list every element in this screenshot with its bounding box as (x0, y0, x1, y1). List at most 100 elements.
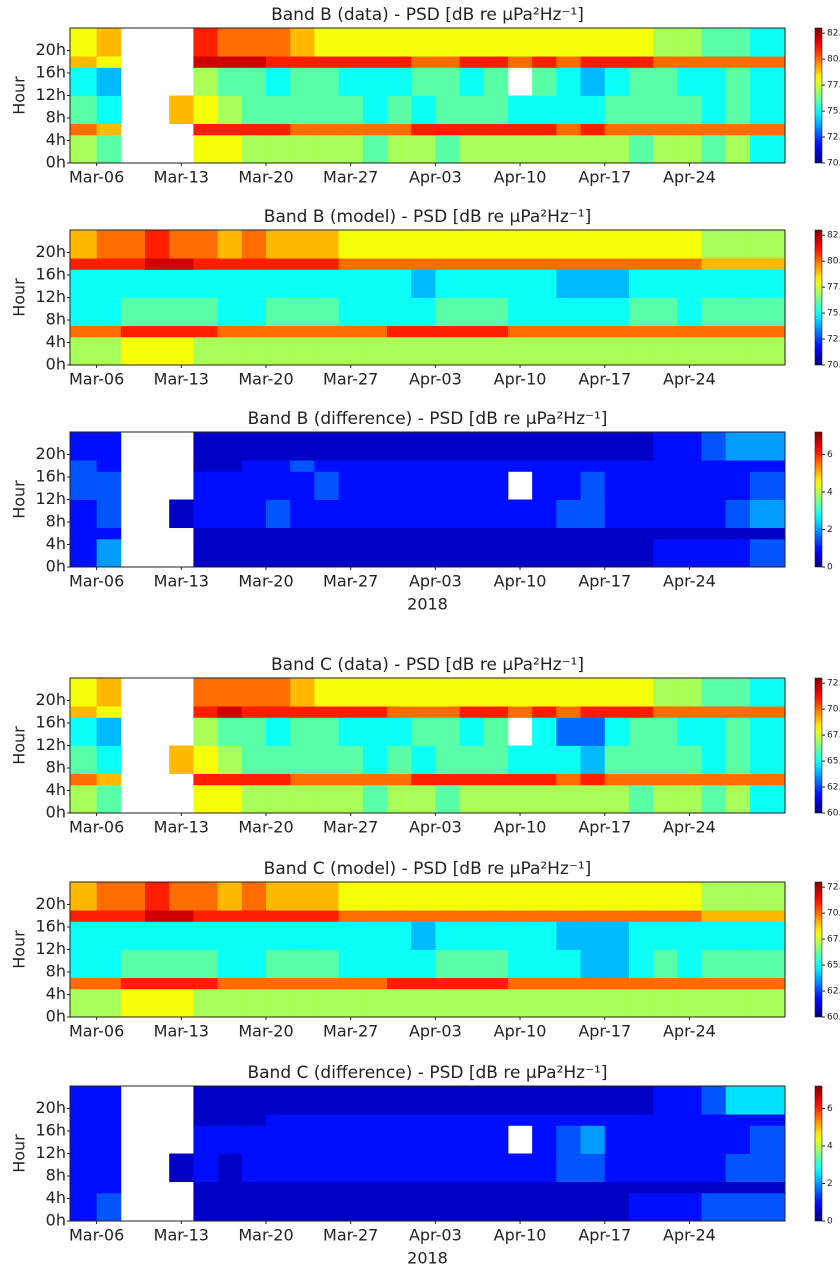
x-tick-label: Apr-24 (663, 572, 716, 591)
heatmap-cell (290, 1086, 315, 1115)
heatmap-cell (653, 910, 678, 922)
heatmap-cell (628, 988, 654, 1018)
heatmap-cell (386, 28, 412, 57)
heatmap-cell (217, 745, 243, 775)
heatmap-cell (507, 1181, 533, 1194)
heatmap-cell (580, 471, 606, 500)
colorbar-tick-label: 77.5 (827, 81, 840, 91)
heatmap-cell (483, 1181, 509, 1194)
heatmap-cell (556, 134, 581, 164)
heatmap-cell (507, 538, 533, 568)
heatmap-cell (653, 949, 678, 979)
colorbar (814, 881, 823, 1018)
heatmap-cell (725, 1086, 751, 1115)
x-tick-label: Apr-24 (663, 168, 716, 187)
x-tick-label: Apr-17 (578, 168, 631, 187)
heatmap-cell (556, 706, 581, 718)
heatmap-cell (677, 56, 702, 68)
heatmap-cell (411, 949, 436, 979)
heatmap-cell (314, 56, 339, 68)
heatmap-cell (314, 949, 339, 979)
heatmap-cell (435, 717, 460, 746)
heatmap-cell (217, 123, 243, 136)
heatmap-cell (749, 949, 786, 979)
heatmap-cell (241, 460, 267, 472)
heatmap-cell (314, 706, 339, 718)
heatmap-cell (314, 1153, 339, 1183)
heatmap-cell (411, 1181, 436, 1194)
heatmap-cell (459, 325, 485, 338)
heatmap-cell (362, 1153, 388, 1183)
heatmap-cell (556, 297, 581, 327)
colorbar-tick-label: 72.5 (827, 133, 840, 143)
heatmap-cell (386, 1114, 412, 1126)
heatmap-cell (677, 297, 702, 327)
heatmap-cell (411, 325, 436, 338)
heatmap-cell (290, 706, 315, 718)
heatmap-cell (507, 325, 533, 338)
heatmap-cell (386, 67, 412, 96)
colorbar-tick-label: 65.0 (827, 757, 840, 767)
heatmap-cell (556, 325, 581, 338)
heatmap-cell (459, 678, 485, 707)
heatmap-cell (677, 269, 702, 298)
heatmap-cell (386, 1125, 412, 1154)
heatmap-cell (580, 269, 606, 298)
heatmap-cell (653, 1192, 678, 1222)
heatmap-cell (580, 1114, 606, 1126)
colorbar-tick-label: 72.5 (827, 883, 840, 893)
x-tick-label: Apr-24 (663, 1022, 716, 1041)
heatmap-cell (556, 882, 581, 911)
heatmap-cell (580, 95, 606, 125)
heatmap-cell (628, 910, 654, 922)
heatmap-cell (217, 773, 243, 786)
heatmap-cell (314, 678, 339, 707)
y-tick-label: 4h (46, 1188, 66, 1207)
heatmap-cell (193, 784, 218, 814)
heatmap-cell (507, 95, 533, 125)
heatmap-cell (580, 882, 606, 911)
heatmap-cell (120, 988, 146, 1018)
heatmap-cell (701, 1114, 727, 1126)
heatmap-cell (265, 717, 291, 746)
heatmap-cell (725, 678, 751, 707)
heatmap-cell (435, 67, 460, 96)
heatmap-cell (556, 921, 581, 950)
x-tick-label: Mar-13 (154, 818, 209, 837)
heatmap-cell (411, 134, 436, 164)
heatmap-cell (193, 773, 218, 786)
heatmap-cell (701, 706, 727, 718)
heatmap-cell (96, 784, 122, 814)
heatmap-cell (435, 269, 460, 298)
x-tick-label: Apr-17 (578, 572, 631, 591)
heatmap-cell (628, 67, 654, 96)
heatmap-cell (701, 784, 727, 814)
heatmap-cell (459, 977, 485, 990)
heatmap-cell (338, 499, 364, 529)
heatmap-cell (604, 297, 630, 327)
heatmap-cell (677, 67, 702, 96)
heatmap-cell (580, 123, 606, 136)
heatmap-cell (653, 258, 678, 270)
heatmap-cell (362, 230, 388, 259)
heatmap-cell (532, 325, 557, 338)
colorbar (814, 27, 823, 164)
heatmap-cell (532, 1125, 557, 1154)
heatmap-cell (653, 921, 678, 950)
heatmap-cell (338, 1086, 364, 1115)
heatmap-cell (290, 784, 315, 814)
heatmap-cell (265, 134, 291, 164)
heatmap-cell (193, 1192, 218, 1222)
heatmap-cell (96, 123, 122, 136)
heatmap-cell (604, 460, 630, 472)
heatmap-cell (338, 336, 364, 366)
heatmap-cell (483, 230, 509, 259)
heatmap-cell (701, 882, 727, 911)
heatmap-cell (169, 258, 194, 270)
heatmap-cell (628, 325, 654, 338)
heatmap-cell (677, 325, 702, 338)
heatmap-cell (217, 538, 243, 568)
heatmap-cell (725, 56, 751, 68)
heatmap-cell (217, 1181, 243, 1194)
heatmap-cell (145, 921, 170, 950)
